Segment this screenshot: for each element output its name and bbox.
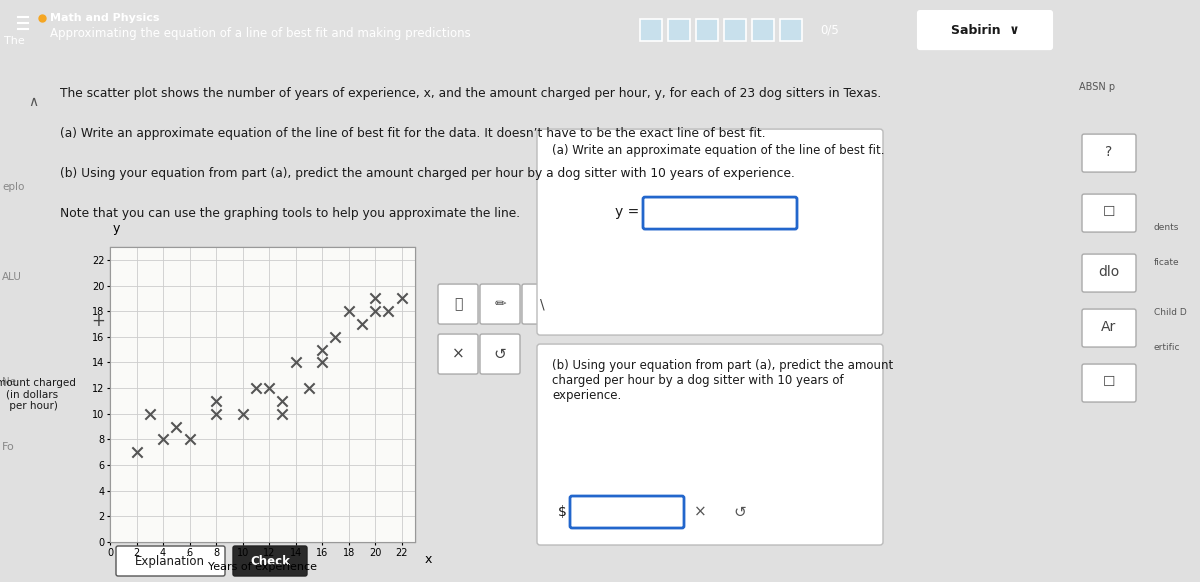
Text: ertific: ertific [1154,343,1181,352]
Text: +: + [91,312,104,330]
Text: dents: dents [1154,222,1180,232]
FancyBboxPatch shape [438,334,478,374]
Point [259,384,278,393]
FancyBboxPatch shape [522,284,562,324]
Text: dlo: dlo [1098,265,1120,279]
FancyBboxPatch shape [1082,134,1136,172]
FancyBboxPatch shape [538,129,883,335]
Point [272,396,292,406]
Point [246,384,265,393]
Point [312,358,331,367]
Text: (a) Write an approximate equation of the line of best fit for the data. It doesn: (a) Write an approximate equation of the… [60,127,766,140]
Text: Sabirin  ∨: Sabirin ∨ [950,23,1019,37]
Text: Ne: Ne [2,377,16,387]
Text: eplo: eplo [2,182,24,192]
FancyBboxPatch shape [438,284,478,324]
FancyBboxPatch shape [538,344,883,545]
Point [286,358,305,367]
FancyBboxPatch shape [1082,194,1136,232]
Bar [668,19,690,41]
FancyBboxPatch shape [643,197,797,229]
Bar [780,19,802,41]
Text: 0/5: 0/5 [820,23,839,37]
Point [167,422,186,431]
Bar [110,247,415,542]
Text: Math and Physics: Math and Physics [50,13,160,23]
Bar [696,19,718,41]
Text: \: \ [540,297,545,311]
Text: ∧: ∧ [28,95,38,109]
Text: Check: Check [250,555,290,567]
FancyBboxPatch shape [918,11,1052,49]
FancyBboxPatch shape [233,546,307,576]
Text: Approximating the equation of a line of best fit and making predictions: Approximating the equation of a line of … [50,27,470,40]
Text: (b) Using your equation from part (a), predict the amount charged per hour by a : (b) Using your equation from part (a), p… [60,167,794,180]
Point [127,448,146,457]
Point [353,320,372,329]
Point [366,307,385,316]
Text: The: The [4,36,25,46]
Text: y: y [113,222,120,235]
Point [299,384,318,393]
Point [233,409,252,418]
Point [392,294,412,303]
Text: ALU: ALU [2,272,22,282]
FancyBboxPatch shape [480,334,520,374]
Text: ☐: ☐ [1103,205,1115,219]
Point [180,435,199,444]
Text: Explanation: Explanation [134,555,205,567]
Point [340,307,359,316]
Text: ☐: ☐ [1103,375,1115,389]
Text: ficate: ficate [1154,258,1180,267]
FancyBboxPatch shape [1082,254,1136,292]
Bar [752,19,774,41]
Point [206,396,226,406]
Text: ✏: ✏ [494,297,506,311]
Text: (a) Write an approximate equation of the line of best fit.: (a) Write an approximate equation of the… [552,144,884,157]
Point [272,409,292,418]
Text: y =: y = [616,205,643,219]
X-axis label: Years of experience: Years of experience [208,562,317,572]
Text: Fo: Fo [2,442,14,452]
Text: ABSN p: ABSN p [1079,82,1115,92]
Point [312,345,331,354]
Text: ↺: ↺ [733,505,746,520]
Text: $: $ [558,505,566,519]
Bar [724,19,746,41]
FancyBboxPatch shape [1082,309,1136,347]
Text: Note that you can use the graphing tools to help you approximate the line.: Note that you can use the graphing tools… [60,207,520,220]
FancyBboxPatch shape [570,496,684,528]
FancyBboxPatch shape [480,284,520,324]
Text: Amount charged
(in dollars
 per hour): Amount charged (in dollars per hour) [0,378,76,411]
Text: The scatter plot shows the number of years of experience, x, and the amount char: The scatter plot shows the number of yea… [60,87,881,100]
Point [140,409,160,418]
Text: ?: ? [1105,145,1112,159]
Text: ×: × [694,505,707,520]
Text: ↺: ↺ [493,346,506,361]
Text: Child D: Child D [1154,307,1187,317]
Text: ×: × [451,346,464,361]
Text: x: x [424,553,432,566]
Point [326,332,346,342]
Text: ⎘: ⎘ [454,297,462,311]
Text: Ar: Ar [1102,320,1117,334]
FancyBboxPatch shape [116,546,226,576]
Text: (b) Using your equation from part (a), predict the amount
charged per hour by a : (b) Using your equation from part (a), p… [552,359,893,402]
Point [154,435,173,444]
FancyBboxPatch shape [1082,364,1136,402]
Point [206,409,226,418]
Point [366,294,385,303]
Point [379,307,398,316]
Bar [640,19,662,41]
